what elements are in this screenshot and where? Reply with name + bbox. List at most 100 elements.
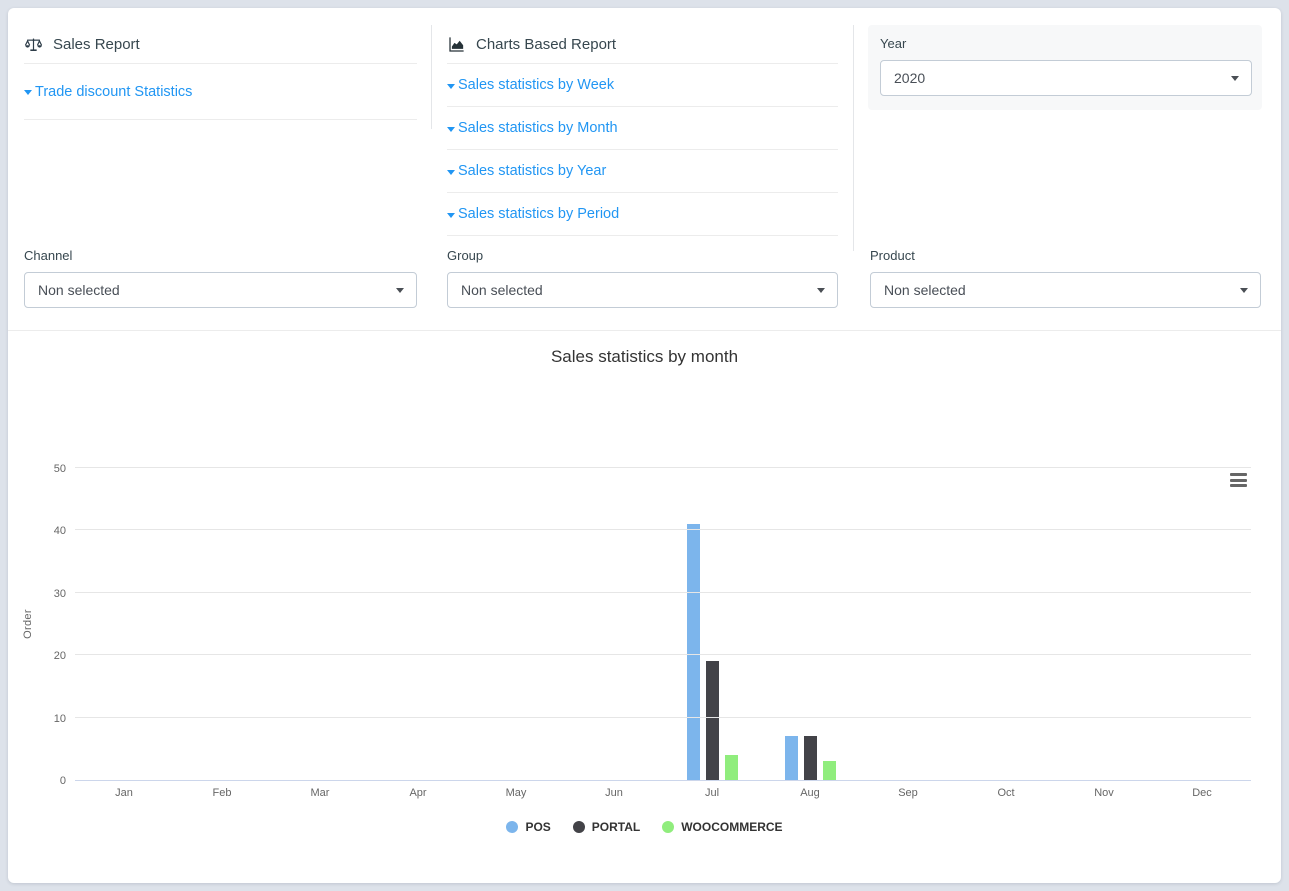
channel-select[interactable]: Non selected <box>24 272 417 308</box>
y-tick-50: 50 <box>53 463 66 475</box>
chevron-down-icon <box>447 169 455 175</box>
sales-statistics-by-period-link[interactable]: Sales statistics by Period <box>447 206 619 222</box>
chevron-down-icon <box>24 90 32 95</box>
legend-marker-woocommerce <box>662 821 675 833</box>
bar-pos-jul[interactable] <box>686 524 700 780</box>
group-filter: Group Non selected <box>447 248 838 308</box>
bars-container <box>75 468 1251 780</box>
year-column: Year 2020 <box>868 25 1262 110</box>
chart-legend: POS PORTAL WOOCOMMERCE <box>8 820 1281 834</box>
year-panel: Year 2020 <box>868 25 1262 110</box>
trade-discount-statistics-label: Trade discount Statistics <box>35 83 193 100</box>
x-tick-mar: Mar <box>310 787 330 799</box>
bar-woocommerce-aug[interactable] <box>822 761 836 780</box>
category-oct <box>957 468 1055 780</box>
year-select-value: 2020 <box>894 70 926 86</box>
legend-item-portal[interactable]: PORTAL <box>572 820 641 834</box>
chevron-down-icon <box>447 83 455 89</box>
sales-statistics-by-month-link[interactable]: Sales statistics by Month <box>447 120 618 136</box>
x-tick-aug: Aug <box>800 787 820 799</box>
group-select[interactable]: Non selected <box>447 272 838 308</box>
report-card: Sales Report Trade discount Statistics C… <box>8 8 1281 883</box>
sales-statistics-by-year-link[interactable]: Sales statistics by Year <box>447 163 606 179</box>
bar-woocommerce-jul[interactable] <box>724 755 738 780</box>
sales-statistics-by-week-label: Sales statistics by Week <box>458 77 615 93</box>
category-jan <box>75 468 173 780</box>
x-tick-nov: Nov <box>1094 787 1114 799</box>
legend-item-pos[interactable]: POS <box>506 820 551 834</box>
sales-report-header: Sales Report <box>24 25 417 64</box>
year-select[interactable]: 2020 <box>880 60 1252 96</box>
stats-week-row: Sales statistics by Week <box>447 64 838 107</box>
chart-panel: Sales statistics by month Order 0 10 20 30 4… <box>8 331 1281 883</box>
category-jun <box>565 468 663 780</box>
y-tick-20: 20 <box>53 650 66 663</box>
group-select-value: Non selected <box>461 282 543 298</box>
y-tick-40: 40 <box>53 525 66 538</box>
channel-filter: Channel Non selected <box>24 248 417 308</box>
column-divider-2 <box>853 25 854 251</box>
x-tick-sep: Sep <box>898 787 918 799</box>
chart-menu-button[interactable] <box>1228 471 1249 489</box>
legend-label-portal: PORTAL <box>591 820 641 834</box>
legend-marker-portal <box>572 821 585 833</box>
category-nov <box>1055 468 1153 780</box>
x-tick-feb: Feb <box>212 787 232 799</box>
category-aug <box>761 468 859 780</box>
area-chart-icon <box>447 35 466 54</box>
product-label: Product <box>870 248 915 263</box>
category-may <box>467 468 565 780</box>
charts-based-report-title: Charts Based Report <box>476 35 617 53</box>
bar-portal-aug[interactable] <box>803 736 817 780</box>
category-sep <box>859 468 957 780</box>
column-divider-1 <box>431 25 432 129</box>
group-label: Group <box>447 248 484 263</box>
chevron-down-icon <box>447 126 455 132</box>
chevron-down-icon <box>396 288 404 293</box>
product-select-value: Non selected <box>884 282 966 298</box>
x-tick-oct: Oct <box>997 787 1015 799</box>
y-axis-title: Order <box>22 609 34 639</box>
legend-label-woocommerce: WOOCOMMERCE <box>681 820 783 834</box>
stats-period-row: Sales statistics by Period <box>447 193 838 236</box>
chevron-down-icon <box>817 288 825 293</box>
trade-discount-row: Trade discount Statistics <box>24 64 417 120</box>
sales-statistics-by-period-label: Sales statistics by Period <box>458 206 620 222</box>
category-jul <box>663 468 761 780</box>
sales-statistics-by-week-link[interactable]: Sales statistics by Week <box>447 77 614 93</box>
chevron-down-icon <box>1240 288 1248 293</box>
legend-label-pos: POS <box>525 820 551 834</box>
x-tick-may: May <box>505 787 527 799</box>
channel-select-value: Non selected <box>38 282 120 298</box>
gridline-y-40 <box>75 529 1251 531</box>
channel-label: Channel <box>24 248 73 263</box>
chevron-down-icon <box>447 212 455 218</box>
gridline-y-20 <box>75 654 1251 656</box>
charts-based-report-header: Charts Based Report <box>447 25 838 64</box>
x-tick-dec: Dec <box>1192 787 1212 799</box>
gridline-y-10 <box>75 716 1251 718</box>
bar-portal-jul[interactable] <box>705 661 719 780</box>
report-filter-section: Sales Report Trade discount Statistics C… <box>8 8 1281 331</box>
plot-area: Order 0 10 20 30 40 50 <box>22 463 1251 787</box>
category-apr <box>369 468 467 780</box>
sales-statistics-by-year-label: Sales statistics by Year <box>458 163 607 179</box>
year-label: Year <box>880 36 907 51</box>
stats-month-row: Sales statistics by Month <box>447 107 838 150</box>
bar-pos-aug[interactable] <box>784 736 798 780</box>
trade-discount-statistics-link[interactable]: Trade discount Statistics <box>24 84 192 100</box>
legend-item-woocommerce[interactable]: WOOCOMMERCE <box>662 820 783 834</box>
sales-report-column: Sales Report Trade discount Statistics <box>24 25 417 120</box>
x-axis-labels: Jan Feb Mar Apr May Jun Jul Aug Sep Oct Nov Dec <box>75 787 1251 799</box>
category-dec <box>1153 468 1251 780</box>
product-select[interactable]: Non selected <box>870 272 1261 308</box>
y-tick-0: 0 <box>59 775 66 787</box>
sales-statistics-by-month-label: Sales statistics by Month <box>458 120 618 136</box>
sales-report-title: Sales Report <box>53 35 140 53</box>
gridline-y-30 <box>75 591 1251 593</box>
legend-marker-pos <box>506 821 519 833</box>
x-tick-jun: Jun <box>605 787 623 799</box>
category-feb <box>173 468 271 780</box>
chevron-down-icon <box>1231 76 1239 81</box>
product-filter: Product Non selected <box>870 248 1261 308</box>
